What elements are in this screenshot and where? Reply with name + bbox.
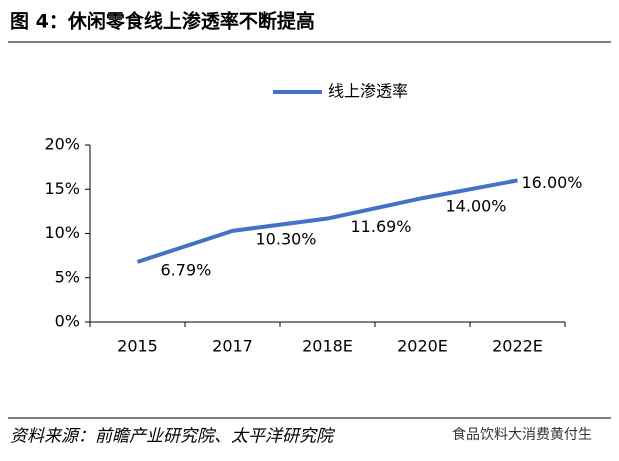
x-tick-label: 2015 bbox=[117, 337, 158, 356]
source: 资料来源：前瞻产业研究院、太平洋研究院 bbox=[10, 427, 336, 447]
x-tick-label: 2020E bbox=[397, 337, 448, 356]
y-tick-label: 20% bbox=[44, 135, 80, 154]
x-tick-label: 2018E bbox=[302, 337, 353, 356]
data-label: 10.30% bbox=[256, 229, 317, 248]
watermark: 食品饮料大消费黄付生 bbox=[452, 426, 592, 443]
chart-title: 图 4：休闲零食线上渗透率不断提高 bbox=[10, 10, 315, 33]
line bbox=[136, 178, 518, 264]
y-tick-label: 0% bbox=[55, 312, 80, 331]
data-label: 6.79% bbox=[161, 260, 212, 279]
data-label: 16.00% bbox=[522, 173, 583, 192]
y-tick-label: 10% bbox=[44, 223, 80, 242]
x-tick-label: 2017 bbox=[212, 337, 253, 356]
data-label: 11.69% bbox=[351, 217, 412, 236]
data-label: 14.00% bbox=[446, 197, 507, 216]
legend-label: 线上渗透率 bbox=[328, 82, 408, 101]
y-tick-label: 5% bbox=[55, 267, 80, 286]
x-tick-label: 2022E bbox=[492, 337, 543, 356]
y-tick-label: 15% bbox=[44, 179, 80, 198]
